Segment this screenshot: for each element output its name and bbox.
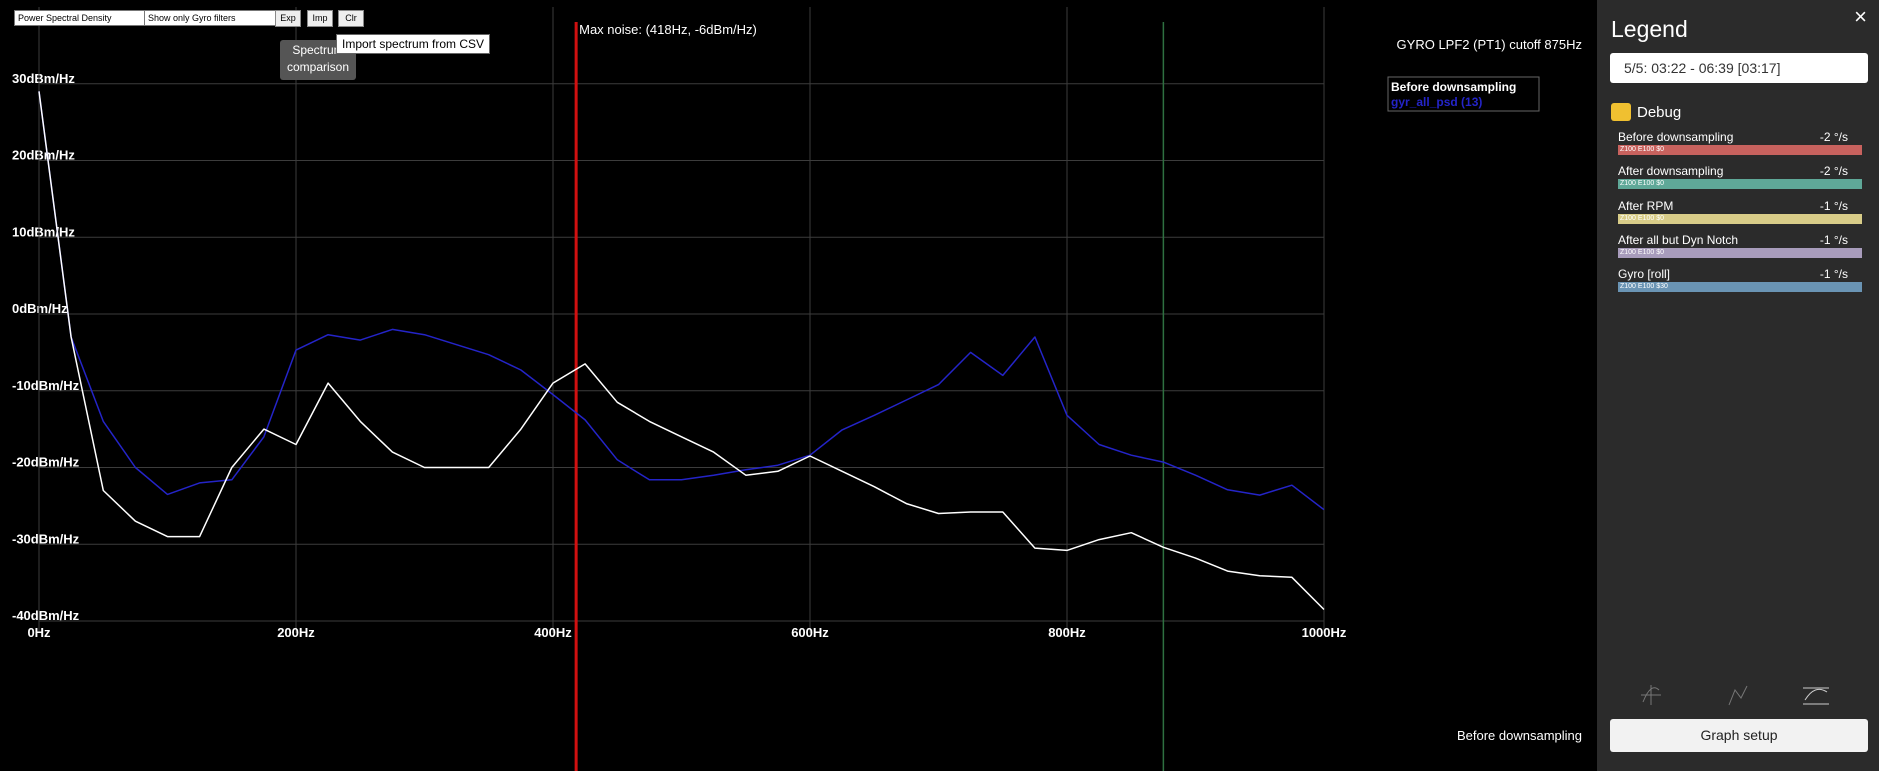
legend-item[interactable]: After RPM -1 °/s Z100 E100 $0 (1618, 199, 1862, 229)
analyser-select[interactable]: Power Spectral Density (14, 10, 146, 26)
item-name: Gyro [roll] (1618, 267, 1671, 282)
item-info: Z100 E100 $0 (1620, 214, 1664, 222)
item-value: -1 °/s (1819, 232, 1848, 247)
legend-item[interactable]: After downsampling -2 °/s Z100 E100 $0 (1618, 164, 1862, 194)
import-button[interactable]: Imp (307, 10, 333, 27)
icon[interactable] (1641, 685, 1661, 705)
group-title[interactable]: Debug (1637, 104, 1682, 121)
chart-background (0, 0, 1597, 771)
y-tick-label: -20dBm/Hz (12, 455, 80, 470)
series-line (38, 91, 1325, 511)
item-color-bar (1618, 213, 1862, 224)
item-value: -1 °/s (1819, 267, 1848, 282)
item-info: Z100 E100 $0 (1620, 180, 1664, 188)
item-value: -2 °/s (1819, 164, 1848, 179)
item-name: After RPM (1618, 198, 1674, 213)
legend-entry: gyr_all_psd (13) (1391, 95, 1482, 109)
legend-box (1387, 76, 1540, 112)
group-icon[interactable] (1611, 103, 1631, 121)
log-select[interactable]: 5/5: 03:22 - 06:39 [03:17] (1610, 53, 1868, 83)
panel-title: Legend (1611, 16, 1688, 42)
y-tick-label: -40dBm/Hz (12, 608, 80, 623)
x-tick-label: 600Hz (791, 625, 829, 640)
y-tick-label: -10dBm/Hz (12, 378, 80, 393)
x-tick-label: 400Hz (534, 625, 572, 640)
x-tick-label: 1000Hz (1302, 625, 1347, 640)
clear-button[interactable]: Clr (338, 10, 364, 27)
item-info: Z100 E100 $0 (1620, 248, 1664, 256)
max-noise-label: Max noise: (418Hz, -6dBm/Hz) (579, 22, 757, 37)
item-info: Z100 E100 $0 (1620, 146, 1664, 153)
y-tick-label: 0dBm/Hz (12, 301, 68, 316)
series-line (38, 91, 1325, 611)
legend-panel: Legend × 5/5: 03:22 - 06:39 [03:17] Debu… (1597, 0, 1879, 771)
item-color-bar (1618, 247, 1862, 258)
y-tick-label: 30dBm/Hz (12, 71, 75, 86)
series-label: Before downsampling (1457, 728, 1582, 743)
legend-item[interactable]: After all but Dyn Notch -1 °/s Z100 E100 $… (1618, 233, 1862, 263)
x-tick-label: 0Hz (27, 625, 51, 640)
legend-entry: Before downsampling (1391, 80, 1516, 94)
icon[interactable] (1803, 687, 1829, 705)
x-tick-label: 200Hz (277, 625, 315, 640)
item-name: After downsampling (1618, 164, 1724, 179)
legend-item[interactable]: Gyro [roll] -1 °/s Z100 E100 $30 (1618, 267, 1862, 297)
item-color-bar (1618, 179, 1862, 190)
y-tick-label: 20dBm/Hz (12, 148, 75, 163)
tooltip: Import spectrum from CSV (336, 34, 491, 54)
filter-select[interactable]: Show only Gyro filters (144, 10, 278, 26)
graph-setup-button[interactable]: Graph setup (1610, 719, 1868, 752)
item-value: -1 °/s (1819, 198, 1848, 213)
item-value: -2 °/s (1819, 130, 1848, 144)
item-color-bar (1618, 145, 1862, 155)
icon[interactable] (1728, 685, 1748, 706)
item-name: Before downsampling (1618, 130, 1734, 144)
export-button[interactable]: Exp (275, 10, 301, 27)
close-button[interactable]: × (1854, 4, 1867, 29)
y-tick-label: 10dBm/Hz (12, 224, 75, 239)
view-icons (1641, 685, 1829, 706)
item-color-bar (1618, 282, 1862, 293)
spectrum-chart: -40dBm/Hz -30dBm/Hz -20dBm/Hz -10dBm/Hz 0dBm… (0, 0, 1597, 771)
cutoff-label: GYRO LPF2 (PT1) cutoff 875Hz (1397, 37, 1582, 52)
x-tick-label: 800Hz (1048, 625, 1086, 640)
item-info: Z100 E100 $30 (1620, 283, 1668, 291)
item-name: After all but Dyn Notch (1618, 232, 1739, 247)
legend-item[interactable]: Before downsampling -2 °/s Z100 E100 $0 (1618, 130, 1862, 160)
y-tick-label: -30dBm/Hz (12, 531, 80, 546)
